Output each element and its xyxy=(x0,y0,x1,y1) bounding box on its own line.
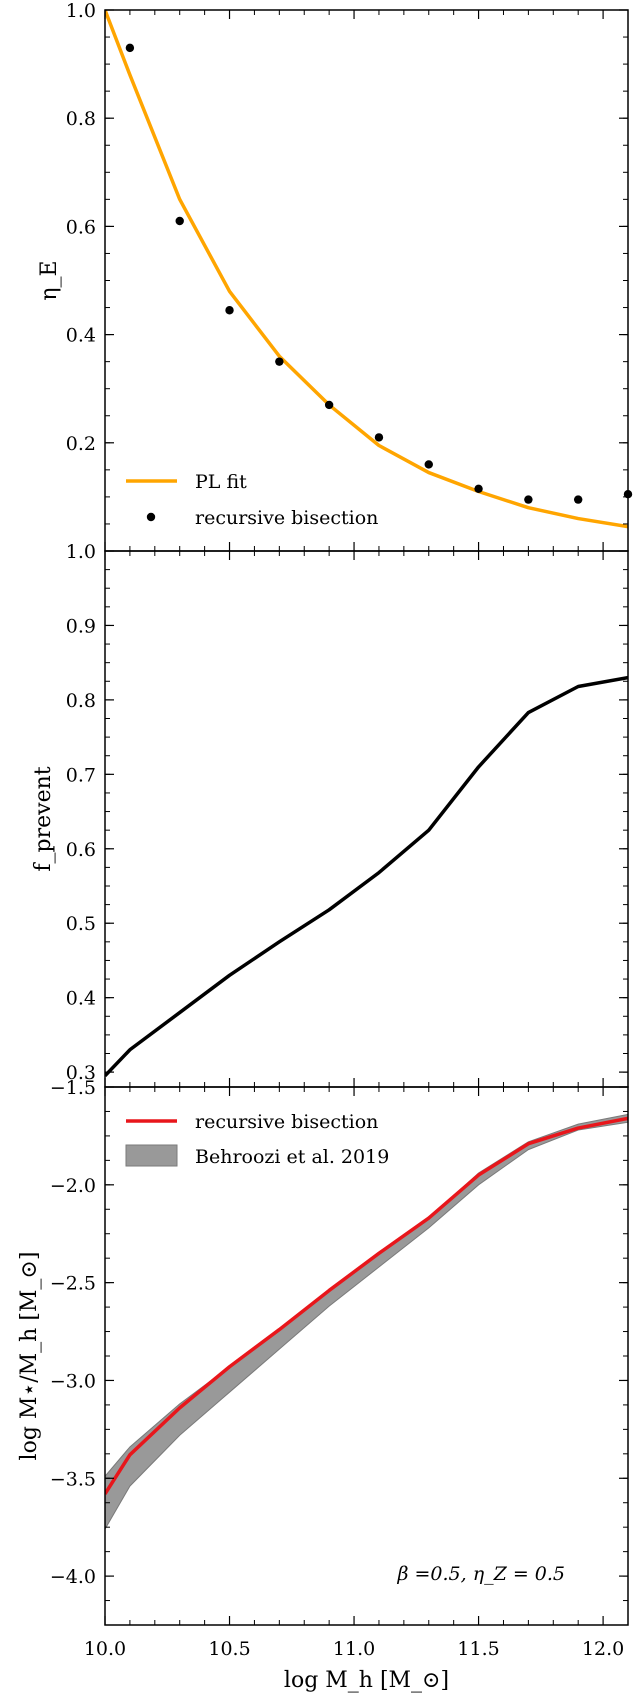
recursive-bisection-point xyxy=(324,400,334,410)
recursive-bisection-point xyxy=(175,216,184,226)
y-tick-label: 0.7 xyxy=(66,764,96,786)
y-axis-label: f_prevent xyxy=(31,766,56,871)
y-tick-label: 0.4 xyxy=(66,325,96,347)
legend-swatch-behroozi xyxy=(125,1144,178,1167)
recursive-bisection-point xyxy=(424,460,433,469)
recursive-bisection-point xyxy=(225,306,234,315)
pl-fit-line xyxy=(105,10,628,529)
legend-label-behroozi: Behroozi et al. 2019 xyxy=(195,1146,389,1168)
y-tick-label: −2.0 xyxy=(50,1175,96,1197)
panel-bottom: −4.0 −3.5 −3.0 −2.5 −2.0 −1.5 10.0 10.5 11.0 11.5… xyxy=(17,1077,629,1693)
panel-top: 0.2 0.4 0.6 0.8 1.0 η_E PL fit recursive bisect… xyxy=(37,0,633,552)
y-tick-label: 0.9 xyxy=(66,615,96,637)
x-tick-label: 12.0 xyxy=(582,1638,624,1660)
recursive-bisection-point xyxy=(573,495,583,504)
x-tick-label: 10.0 xyxy=(84,1638,126,1660)
f-prevent-line xyxy=(105,675,628,1078)
y-tick-label: −3.5 xyxy=(50,1468,96,1490)
y-tick-label: 0.3 xyxy=(66,1062,96,1084)
parameter-annotation: β =0.5, η_Z = 0.5 xyxy=(396,1563,565,1585)
y-tick-label: −4.0 xyxy=(50,1566,96,1588)
y-tick-label: −1.5 xyxy=(50,1077,96,1099)
x-tick-label: 11.0 xyxy=(333,1638,375,1660)
y-axis-label: η_E xyxy=(37,260,62,300)
y-tick-label: −3.0 xyxy=(50,1370,96,1392)
recursive-bisection-point xyxy=(125,43,135,53)
axes-frame xyxy=(104,9,629,552)
legend: recursive bisection Behroozi et al. 2019 xyxy=(125,1111,389,1168)
panel-middle: 0.3 0.4 0.5 0.6 0.7 0.8 0.9 1.0 f_prevent xyxy=(31,541,629,1088)
axes-frame xyxy=(104,550,629,1088)
legend: PL fit recursive bisection xyxy=(126,471,378,529)
legend-label-recursive-bisection: recursive bisection xyxy=(195,1111,378,1133)
recursive-bisection-line xyxy=(105,1116,628,1495)
y-tick-label: 0.2 xyxy=(66,433,96,455)
y-tick-label: −2.5 xyxy=(50,1273,96,1295)
recursive-bisection-point xyxy=(275,357,284,366)
y-tick-label: 0.4 xyxy=(66,988,96,1010)
y-tick-label: 0.6 xyxy=(66,216,96,238)
behroozi-band xyxy=(105,1113,628,1531)
recursive-bisection-point xyxy=(524,495,533,504)
y-tick-label: 0.8 xyxy=(66,108,96,130)
recursive-bisection-point xyxy=(374,433,384,442)
y-tick-label: 0.8 xyxy=(66,690,96,712)
y-tick-label: 1.0 xyxy=(66,0,96,22)
y-tick-label: 1.0 xyxy=(66,541,96,563)
legend-swatch-recursive-bisection xyxy=(146,512,156,522)
x-axis-label: log M_h [M_⊙] xyxy=(284,1668,449,1693)
x-tick-label: 11.5 xyxy=(457,1638,499,1660)
legend-label-recursive-bisection: recursive bisection xyxy=(195,507,378,529)
x-tick-label: 10.5 xyxy=(208,1638,250,1660)
y-tick-label: 0.6 xyxy=(66,839,96,861)
y-axis-label: log M⋆/M_h [M_⊙] xyxy=(17,1252,42,1461)
legend-label-pl-fit: PL fit xyxy=(195,471,247,493)
recursive-bisection-point xyxy=(474,484,483,493)
y-tick-label: 0.5 xyxy=(66,913,96,935)
